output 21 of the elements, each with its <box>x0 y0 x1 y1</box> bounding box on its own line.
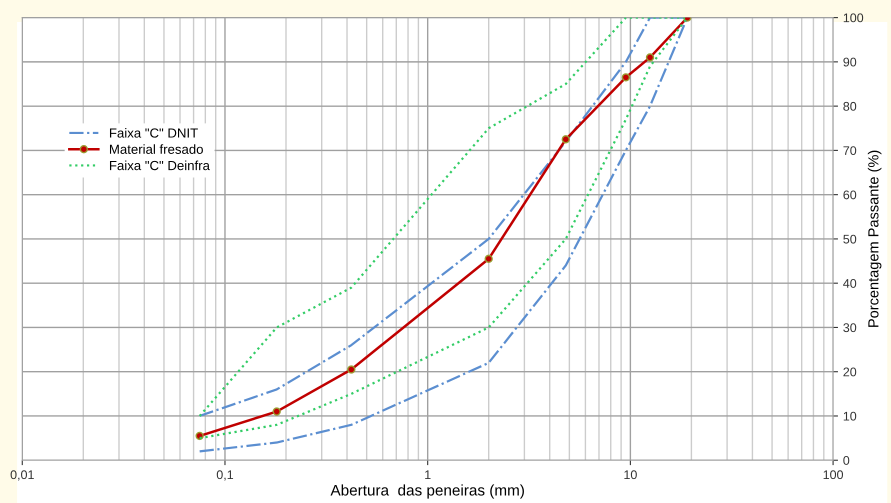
x-tick-label: 0,1 <box>216 470 234 481</box>
y-tick-label: 80 <box>843 102 856 111</box>
y-tick-label: 90 <box>843 58 856 67</box>
y-tick-label: 20 <box>843 368 856 376</box>
y-tick-label: 0 <box>843 456 850 465</box>
legend-label: Material fresado <box>110 144 203 154</box>
x-tick-label: 1 <box>425 470 431 480</box>
x-axis-title: Abertura das peneiras (mm) <box>330 484 524 499</box>
x-tick-label: 100 <box>824 470 844 480</box>
y-tick-label: 10 <box>844 412 856 421</box>
y-tick-label: 70 <box>843 146 856 156</box>
x-tick-label: 0,01 <box>10 470 34 481</box>
y-tick-label: 100 <box>844 13 864 22</box>
y-axis-title: Porcentagem Passante (%) <box>868 150 882 327</box>
y-tick-label: 60 <box>843 190 856 200</box>
legend-label: Faixa "C" DNIT <box>110 128 198 138</box>
x-tick-label: 10 <box>624 470 637 480</box>
legend-label: Faixa "C" Deinfra <box>110 160 210 170</box>
y-tick-label: 50 <box>843 234 856 244</box>
y-tick-label: 40 <box>843 278 856 288</box>
y-tick-label: 30 <box>843 323 856 332</box>
